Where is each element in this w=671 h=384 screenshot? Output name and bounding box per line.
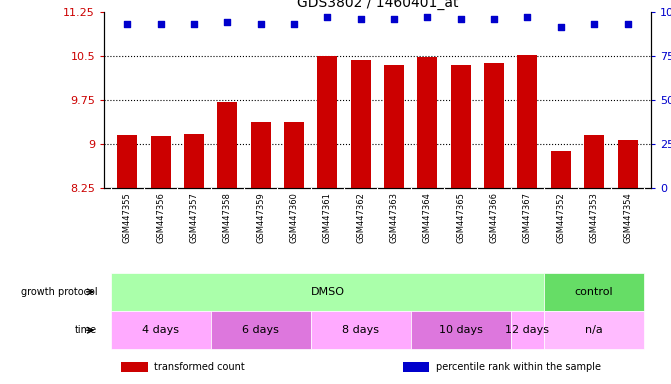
Text: growth protocol: growth protocol (21, 287, 97, 297)
Bar (403, 362, 429, 372)
Point (589, 21, 600, 27)
Text: GSM447363: GSM447363 (390, 192, 399, 243)
Point (522, 14, 533, 20)
Text: GSM447358: GSM447358 (223, 192, 232, 243)
Bar (251, 122, 270, 384)
Point (289, 21, 299, 27)
Point (356, 15, 366, 22)
Title: GDS3802 / 1460401_at: GDS3802 / 1460401_at (297, 0, 458, 10)
Text: GSM447362: GSM447362 (356, 192, 365, 243)
Text: GSM447359: GSM447359 (256, 192, 265, 243)
Text: GSM447355: GSM447355 (123, 192, 132, 243)
Bar (311, 311, 411, 349)
Text: transformed count: transformed count (154, 362, 245, 372)
Text: 10 days: 10 days (439, 325, 482, 335)
Bar (484, 63, 504, 384)
Bar (117, 135, 138, 384)
Bar (544, 273, 644, 311)
Bar (151, 136, 170, 384)
Bar (351, 60, 371, 384)
Bar (617, 141, 637, 384)
Point (155, 21, 166, 27)
Point (256, 21, 266, 27)
Point (556, 24, 566, 30)
Bar (517, 55, 537, 384)
Point (389, 15, 399, 22)
Text: GSM447357: GSM447357 (189, 192, 199, 243)
Point (122, 21, 133, 27)
Text: 12 days: 12 days (505, 325, 550, 335)
Bar (317, 56, 338, 384)
Bar (417, 57, 437, 384)
Text: GSM447356: GSM447356 (156, 192, 165, 243)
Bar (584, 134, 604, 384)
Text: GSM447354: GSM447354 (623, 192, 632, 243)
Point (189, 21, 199, 27)
Text: GSM447365: GSM447365 (456, 192, 465, 243)
Bar (111, 273, 544, 311)
Bar (121, 362, 148, 372)
Text: GSM447353: GSM447353 (590, 192, 599, 243)
Bar (411, 311, 511, 349)
Text: GSM447366: GSM447366 (490, 192, 499, 243)
Text: GSM447360: GSM447360 (290, 192, 299, 243)
Text: n/a: n/a (585, 325, 603, 335)
Bar (384, 65, 404, 384)
Point (622, 21, 633, 27)
Point (322, 14, 333, 20)
Text: time: time (75, 325, 97, 335)
Bar (211, 311, 311, 349)
Text: GSM447364: GSM447364 (423, 192, 432, 243)
Bar (217, 102, 238, 384)
Bar (511, 311, 544, 349)
Text: GSM447352: GSM447352 (556, 192, 566, 243)
Bar (284, 122, 304, 384)
Point (222, 19, 233, 25)
Text: GSM447361: GSM447361 (323, 192, 332, 243)
Text: GSM447367: GSM447367 (523, 192, 532, 243)
Text: percentile rank within the sample: percentile rank within the sample (436, 362, 601, 372)
Bar (184, 134, 204, 384)
Text: control: control (575, 287, 613, 297)
Text: 8 days: 8 days (342, 325, 379, 335)
Bar (551, 151, 571, 384)
Text: 6 days: 6 days (242, 325, 279, 335)
Point (488, 15, 499, 22)
Bar (544, 311, 644, 349)
Text: 4 days: 4 days (142, 325, 179, 335)
Bar (451, 65, 471, 384)
Bar (111, 311, 211, 349)
Point (456, 15, 466, 22)
Point (422, 14, 433, 20)
Text: DMSO: DMSO (311, 287, 344, 297)
